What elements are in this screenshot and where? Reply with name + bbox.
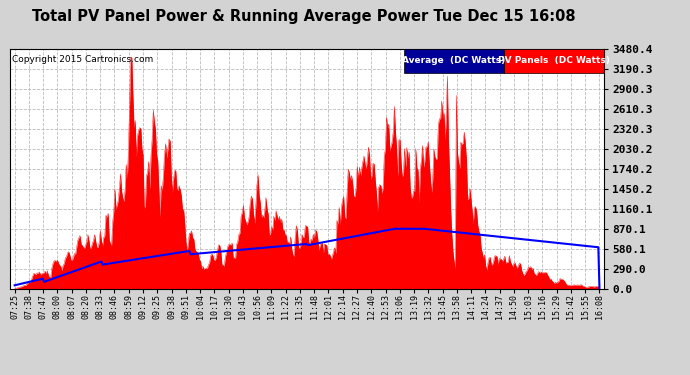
- Text: Copyright 2015 Cartronics.com: Copyright 2015 Cartronics.com: [12, 55, 152, 64]
- Text: Total PV Panel Power & Running Average Power Tue Dec 15 16:08: Total PV Panel Power & Running Average P…: [32, 9, 575, 24]
- Text: Average  (DC Watts): Average (DC Watts): [402, 57, 505, 65]
- Text: PV Panels  (DC Watts): PV Panels (DC Watts): [497, 57, 610, 65]
